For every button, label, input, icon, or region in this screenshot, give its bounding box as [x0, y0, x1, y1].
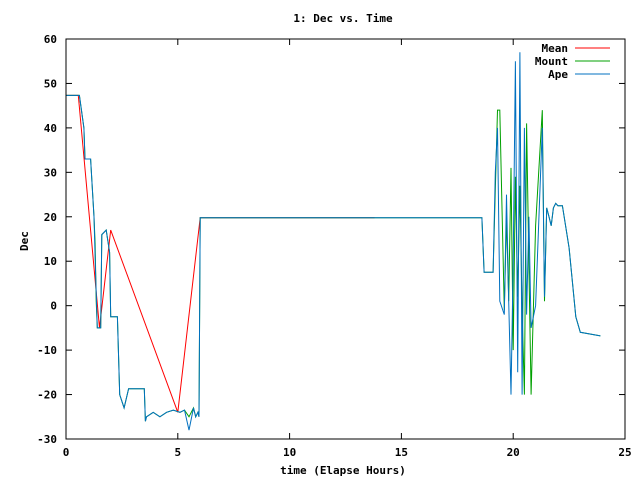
- chart-title: 1: Dec vs. Time: [293, 12, 393, 25]
- y-tick-label: 40: [44, 122, 57, 135]
- x-tick-label: 10: [283, 446, 296, 459]
- legend-label-mount: Mount: [535, 55, 568, 68]
- y-tick-label: 30: [44, 166, 57, 179]
- x-tick-label: 20: [507, 446, 520, 459]
- series-line-ape: [66, 52, 601, 431]
- legend-label-mean: Mean: [542, 42, 569, 55]
- legend-label-ape: Ape: [548, 68, 568, 81]
- series-group: [66, 52, 601, 431]
- y-tick-label: -20: [37, 389, 57, 402]
- series-line-mean: [66, 94, 375, 413]
- axis-ticks: 0 5 10 15 20 25 -30 -20 -10 0 10 20 30 40 50 60: [37, 33, 632, 459]
- x-tick-label: 0: [63, 446, 70, 459]
- y-tick-label: 50: [44, 77, 57, 90]
- y-tick-label: -10: [37, 344, 57, 357]
- plot-frame: [65, 38, 626, 440]
- y-tick-label: 60: [44, 33, 57, 46]
- x-tick-label: 5: [174, 446, 181, 459]
- y-tick-label: -30: [37, 433, 57, 446]
- y-tick-label: 10: [44, 255, 57, 268]
- y-tick-label: 20: [44, 211, 57, 224]
- x-tick-label: 15: [395, 446, 408, 459]
- x-axis-label: time (Elapse Hours): [280, 464, 406, 477]
- x-tick-label: 25: [618, 446, 631, 459]
- y-axis-label: Dec: [18, 231, 31, 251]
- y-tick-label: 0: [50, 300, 57, 313]
